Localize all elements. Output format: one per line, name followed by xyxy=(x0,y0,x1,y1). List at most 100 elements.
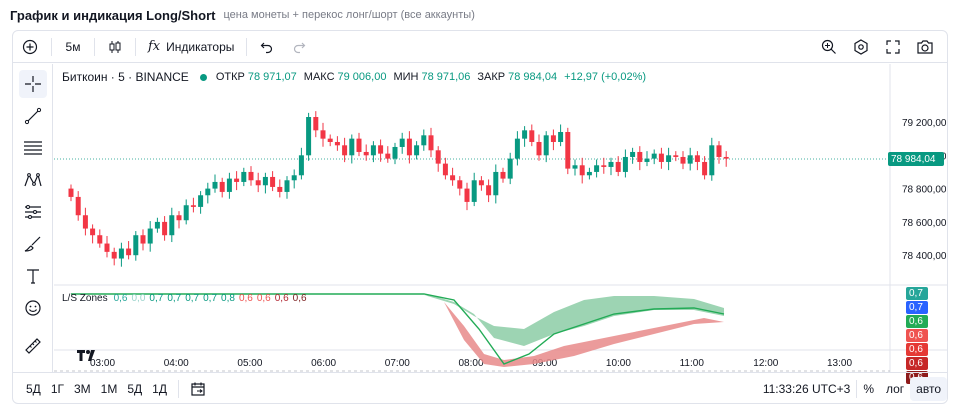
crosshair-tool[interactable] xyxy=(19,70,47,98)
range-5d-button[interactable]: 5Д xyxy=(127,381,143,396)
candles-icon xyxy=(109,40,121,53)
candle-body xyxy=(658,153,664,162)
low-value: 78 971,06 xyxy=(421,71,471,83)
high-label: МАКС xyxy=(303,71,335,83)
ruler-tool[interactable] xyxy=(19,332,47,360)
candle-body xyxy=(723,156,729,159)
brush-tool[interactable] xyxy=(19,230,47,258)
high-value: 79 006,00 xyxy=(337,71,387,83)
range-1d-button[interactable]: 1Д xyxy=(152,381,167,396)
indicator-value: 0,0 xyxy=(131,293,146,304)
candle-body xyxy=(140,235,146,244)
chart-type-button[interactable] xyxy=(99,31,131,63)
price-tick-label: 78 600,00 xyxy=(902,218,947,229)
crosshair-icon xyxy=(25,76,41,92)
candle-body xyxy=(118,248,124,259)
candle-body xyxy=(363,151,369,156)
candle-body xyxy=(349,138,355,156)
candle-body xyxy=(212,181,218,189)
settings-button[interactable] xyxy=(845,31,877,63)
add-symbol-button[interactable] xyxy=(13,31,47,63)
candle-body xyxy=(478,180,484,186)
redo-icon xyxy=(294,42,306,53)
undo-button[interactable] xyxy=(251,31,283,63)
timezone-clock[interactable]: 11:33:26 UTC+3 xyxy=(762,382,851,396)
indicator-legend[interactable]: L/S Zones 0,6 0,0 0,7 0,7 0,7 0,7 0,8 0,6 0,6 0,6… xyxy=(62,293,307,304)
text-tool[interactable] xyxy=(19,262,47,290)
time-tick-label: 09:00 xyxy=(532,358,557,369)
emoji-tool[interactable] xyxy=(19,294,47,322)
indicator-value: 0,8 xyxy=(221,293,235,304)
percent-scale-toggle[interactable]: % xyxy=(863,382,874,396)
current-price-tag: 78 984,04 xyxy=(888,152,944,166)
range-5d-button[interactable]: 5Д xyxy=(26,381,41,396)
candle-body xyxy=(594,165,600,172)
toolbar-divider xyxy=(135,37,136,56)
fx-icon: fx xyxy=(148,39,161,54)
auto-scale-toggle[interactable]: авто xyxy=(910,377,947,401)
candle-body xyxy=(486,185,492,196)
pattern-tool[interactable] xyxy=(19,166,47,194)
search-zoom-icon xyxy=(821,39,836,54)
indicators-button[interactable]: fx Индикаторы xyxy=(140,31,242,63)
screenshot-button[interactable] xyxy=(909,31,941,63)
candle-body xyxy=(291,175,297,181)
quick-search-button[interactable] xyxy=(813,31,845,63)
candle-body xyxy=(586,171,592,176)
range-1y-button[interactable]: 1Г xyxy=(50,381,64,396)
trend-line-tool[interactable] xyxy=(19,102,47,130)
range-1m-button[interactable]: 1М xyxy=(100,381,118,396)
candle-body xyxy=(133,235,139,256)
indicator-value: 0,7 xyxy=(185,293,200,304)
time-tick-label: 13:00 xyxy=(827,358,852,369)
candle-body xyxy=(97,235,103,244)
candle-body xyxy=(169,215,175,236)
price-tick-label: 78 800,00 xyxy=(902,185,947,196)
log-scale-toggle[interactable]: лог xyxy=(885,382,905,396)
market-status-icon xyxy=(199,73,207,81)
ls-main-line xyxy=(71,293,725,365)
candle-body xyxy=(205,188,211,196)
date-range-button[interactable] xyxy=(185,373,211,404)
fib-tool[interactable] xyxy=(19,134,47,162)
indicator-value: 0,6 xyxy=(238,293,253,304)
fullscreen-button[interactable] xyxy=(877,31,909,63)
range-3m-button[interactable]: 3М xyxy=(73,381,91,396)
candle-body xyxy=(342,145,348,156)
candle-body xyxy=(334,141,340,146)
candle-body xyxy=(558,131,564,142)
candle-body xyxy=(500,171,506,179)
time-tick-label: 07:00 xyxy=(385,358,410,369)
candle-body xyxy=(514,138,520,159)
indicator-axis-tag: 0,6 xyxy=(906,315,928,328)
candle-body xyxy=(550,135,556,142)
candle-body xyxy=(651,153,657,159)
candle-body xyxy=(392,146,398,159)
interval-button[interactable]: 5м xyxy=(65,39,81,54)
time-tick-label: 10:00 xyxy=(606,358,631,369)
tradingview-logo[interactable] xyxy=(76,346,102,366)
symbol-name[interactable]: Биткоин · 5 · BINANCE xyxy=(62,70,189,84)
candle-body xyxy=(637,151,643,162)
candle-body xyxy=(579,165,585,176)
candle-body xyxy=(255,180,261,186)
indicator-axis-tag: 0,6 xyxy=(906,329,928,342)
indicator-value: 0,6 xyxy=(292,293,307,304)
tradingview-logo-icon xyxy=(77,350,95,361)
candle-body xyxy=(126,248,132,256)
redo-button[interactable] xyxy=(283,31,315,63)
undo-icon xyxy=(261,42,273,53)
prediction-tool[interactable] xyxy=(19,198,47,226)
long-zone-band xyxy=(424,295,724,346)
candle-body xyxy=(262,176,268,186)
close-value: 78 984,04 xyxy=(508,71,558,83)
candle-body xyxy=(716,145,722,157)
candle-body xyxy=(356,138,362,152)
candle-body xyxy=(306,117,312,156)
pattern-icon xyxy=(24,173,42,187)
time-tick-label: 06:00 xyxy=(311,358,336,369)
page-header: График и индикация Long/Short цена монет… xyxy=(0,0,960,30)
toolbar-right-group xyxy=(813,31,941,63)
